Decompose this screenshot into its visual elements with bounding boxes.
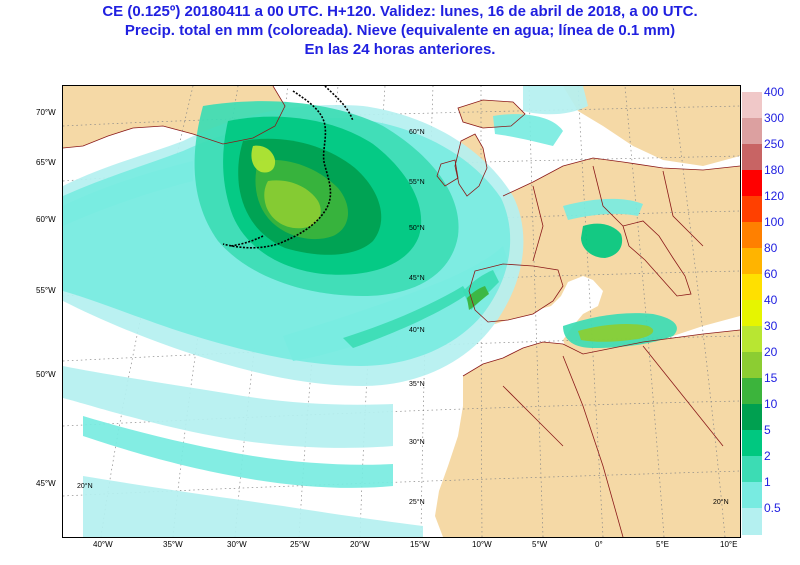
- bottom-label-30w: 30°W: [227, 540, 247, 549]
- lon-label-20n-right: 20°N: [713, 498, 729, 506]
- precip-front-core: [343, 286, 468, 348]
- legend-swatch-2: [742, 456, 762, 483]
- left-label-60w: 60°W: [36, 215, 56, 224]
- left-label-45w: 45°W: [36, 479, 56, 488]
- lat-label-40n: 40°N: [409, 326, 425, 334]
- legend-value-120: 120: [764, 189, 785, 203]
- precip-iberia-core: [467, 286, 489, 310]
- lat-label-30n: 30°N: [409, 438, 425, 446]
- title-line-2: Precip. total en mm (coloreada). Nieve (…: [124, 22, 676, 39]
- legend-value-60: 60: [764, 267, 778, 281]
- bottom-label-25w: 25°W: [290, 540, 310, 549]
- legend-swatch-250: [742, 144, 762, 171]
- left-label-50w: 50°W: [36, 370, 56, 379]
- snow-line: [222, 86, 354, 249]
- legend-value-40: 40: [764, 293, 778, 307]
- left-label-70w: 70°W: [36, 108, 56, 117]
- bottom-label-0: 0°: [595, 540, 603, 549]
- lat-label-55n: 55°N: [409, 178, 425, 186]
- precip-mediterranean-core: [578, 323, 654, 342]
- lat-label-50n: 50°N: [409, 224, 425, 232]
- legend-swatch-60: [742, 274, 762, 301]
- legend-swatch-400: [742, 92, 762, 119]
- legend-value-300: 300: [764, 111, 785, 125]
- map-canvas: 60°N 55°N 50°N 45°N 40°N 35°N 30°N 25°N …: [63, 86, 740, 537]
- bottom-label-10w: 10°W: [472, 540, 492, 549]
- legend-value-180: 180: [764, 163, 785, 177]
- legend-value-20: 20: [764, 345, 778, 359]
- bottom-label-35w: 35°W: [163, 540, 183, 549]
- bottom-label-40w: 40°W: [93, 540, 113, 549]
- title-line-3: En las 24 horas anteriores.: [304, 41, 496, 58]
- legend-value-15: 15: [764, 371, 778, 385]
- legend-swatch-1: [742, 482, 762, 509]
- legend-value-0.5: 0.5: [764, 501, 781, 515]
- legend-value-250: 250: [764, 137, 785, 151]
- bottom-label-10e: 10°E: [720, 540, 738, 549]
- land-scandinavia: [563, 86, 740, 166]
- bottom-label-5e: 5°E: [656, 540, 669, 549]
- bottom-label-5w: 5°W: [532, 540, 548, 549]
- precip-italy: [581, 223, 623, 258]
- precip-sw-light: [83, 476, 423, 537]
- precip-low-max: [264, 180, 321, 229]
- legend-value-1: 1: [764, 475, 771, 489]
- legend-value-5: 5: [764, 423, 771, 437]
- legend-swatch-0.5: [742, 508, 762, 535]
- bottom-label-15w: 15°W: [410, 540, 430, 549]
- lat-label-45n: 45°N: [409, 274, 425, 282]
- precip-alps: [563, 198, 643, 220]
- left-label-55w: 55°W: [36, 286, 56, 295]
- lon-label-20n-left: 20°N: [77, 482, 93, 490]
- lat-label-25n: 25°N: [409, 498, 425, 506]
- precip-west-band: [63, 161, 193, 226]
- legend-swatch-20: [742, 352, 762, 379]
- map-title: CE (0.125º) 20180411 a 00 UTC. H+120. Va…: [0, 2, 800, 59]
- legend-swatch-5: [742, 430, 762, 457]
- legend-value-10: 10: [764, 397, 778, 411]
- precip-south-band: [63, 366, 393, 448]
- inner-lat-labels: 60°N 55°N 50°N 45°N 40°N 35°N 30°N 25°N …: [77, 128, 729, 506]
- legend-value-2: 2: [764, 449, 771, 463]
- coastlines: [63, 86, 740, 537]
- land-africa: [435, 330, 740, 537]
- legend-value-400: 400: [764, 85, 785, 99]
- legend-swatch-30: [742, 326, 762, 353]
- legend-swatch-80: [742, 248, 762, 275]
- legend-swatch-40: [742, 300, 762, 327]
- lat-label-60n: 60°N: [409, 128, 425, 136]
- land-italy: [623, 221, 691, 296]
- title-line-1: CE (0.125º) 20180411 a 00 UTC. H+120. Va…: [102, 3, 698, 20]
- legend-swatch-100: [742, 222, 762, 249]
- precip-north-light: [523, 86, 588, 115]
- precip-low-peak: [251, 145, 276, 173]
- legend-value-80: 80: [764, 241, 778, 255]
- legend-swatch-180: [742, 170, 762, 197]
- precipitation-map: 60°N 55°N 50°N 45°N 40°N 35°N 30°N 25°N …: [62, 85, 741, 538]
- legend-swatch-300: [742, 118, 762, 145]
- precip-south-light: [83, 416, 393, 488]
- left-label-65w: 65°W: [36, 158, 56, 167]
- precip-front-band: [283, 246, 508, 361]
- legend-swatch-15: [742, 378, 762, 405]
- precip-north-sea: [493, 114, 563, 146]
- legend-value-100: 100: [764, 215, 785, 229]
- bottom-label-20w: 20°W: [350, 540, 370, 549]
- lat-label-35n: 35°N: [409, 380, 425, 388]
- legend-swatch-10: [742, 404, 762, 431]
- legend-value-30: 30: [764, 319, 778, 333]
- precipitation-field: [63, 86, 677, 537]
- precip-legend: 400 300 250 180 120 100 80 60 40 30 20 15 10 5 2 1 0.5: [742, 85, 784, 535]
- legend-swatch-120: [742, 196, 762, 223]
